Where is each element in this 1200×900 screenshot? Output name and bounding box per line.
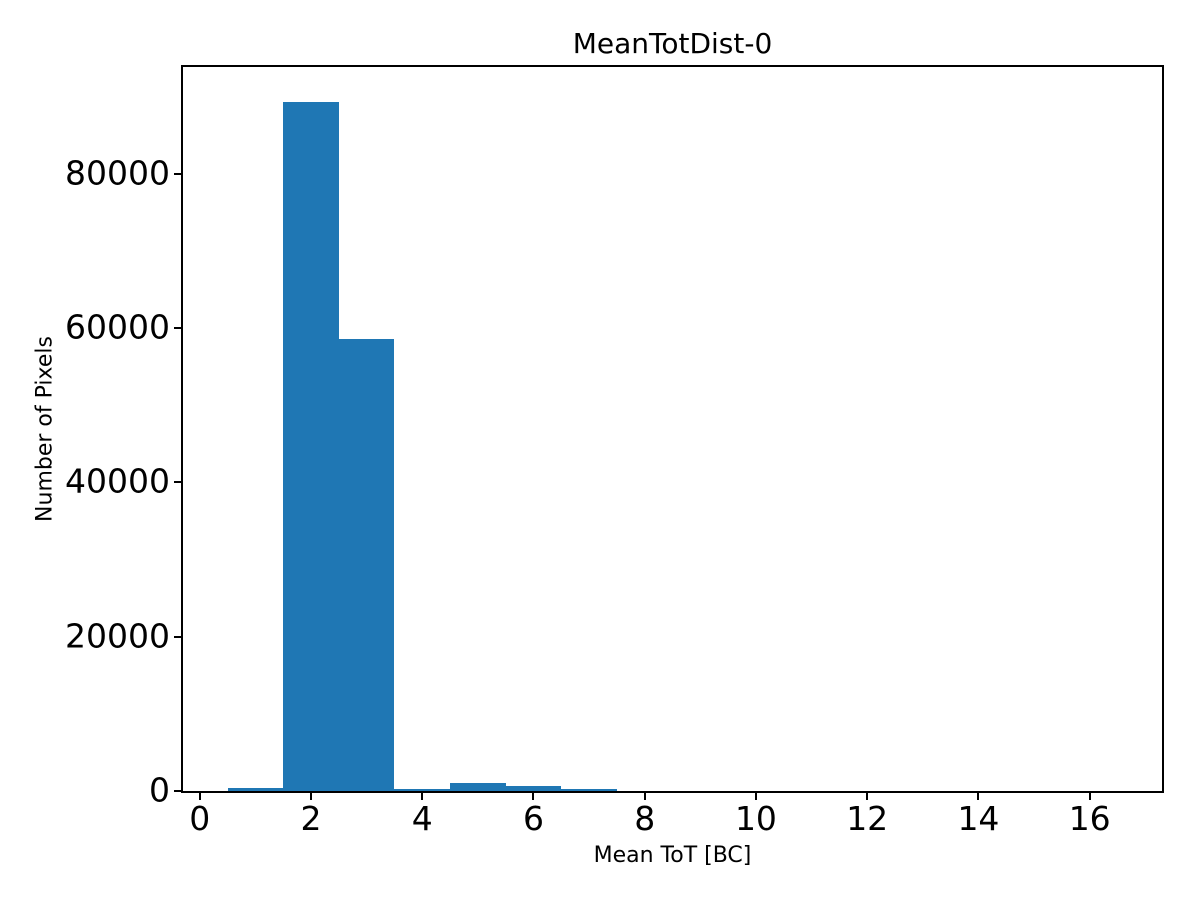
x-tick-label: 12	[846, 799, 889, 838]
plot-area	[181, 65, 1164, 793]
x-tick-label: 16	[1068, 799, 1111, 838]
histogram-bar	[561, 789, 617, 791]
x-tick-mark	[643, 793, 646, 800]
x-tick-label: 8	[634, 799, 656, 838]
x-tick-label: 14	[957, 799, 1000, 838]
x-tick-mark	[421, 793, 424, 800]
y-tick-mark	[174, 172, 181, 175]
x-tick-label: 6	[522, 799, 544, 838]
y-tick-mark	[174, 635, 181, 638]
histogram-bar	[338, 338, 395, 791]
x-axis-label: Mean ToT [BC]	[593, 843, 752, 868]
x-tick-label: 10	[734, 799, 777, 838]
x-tick-mark	[198, 793, 201, 800]
histogram-bar	[394, 789, 450, 791]
x-tick-label: 0	[189, 799, 211, 838]
x-tick-mark	[309, 793, 312, 800]
histogram-bar	[227, 787, 284, 791]
bars-layer	[183, 67, 1162, 791]
y-tick-label: 20000	[65, 616, 170, 656]
y-tick-label: 60000	[65, 307, 170, 347]
x-tick-label: 4	[411, 799, 433, 838]
y-tick-label: 40000	[65, 461, 170, 501]
x-tick-mark	[866, 793, 869, 800]
x-tick-label: 2	[300, 799, 322, 838]
y-tick-mark	[174, 326, 181, 329]
x-tick-mark	[532, 793, 535, 800]
chart-title: MeanTotDist-0	[572, 27, 773, 60]
histogram-bar	[450, 783, 506, 791]
x-tick-mark	[977, 793, 980, 800]
y-axis-label: Number of Pixels	[32, 336, 58, 522]
y-tick-label: 0	[149, 770, 170, 810]
histogram-bar	[283, 101, 339, 791]
y-tick-mark	[174, 481, 181, 484]
y-tick-mark	[174, 790, 181, 792]
x-tick-mark	[1088, 793, 1091, 800]
y-tick-label: 80000	[65, 153, 170, 193]
x-tick-mark	[754, 793, 757, 800]
histogram-bar	[505, 785, 562, 791]
